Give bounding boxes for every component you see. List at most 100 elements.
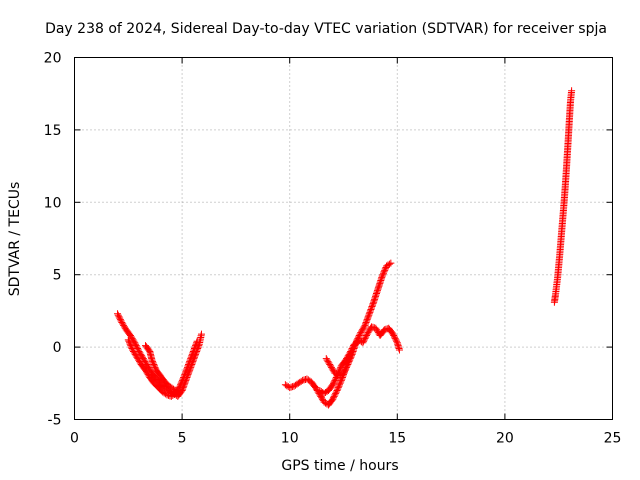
data-point: [328, 365, 336, 373]
plot-frame: [74, 57, 613, 420]
y-tick-label: 5: [53, 268, 62, 284]
data-point: [128, 345, 136, 353]
data-point: [132, 352, 140, 360]
data-point: [357, 329, 365, 337]
data-point: [387, 259, 395, 267]
data-point: [119, 320, 127, 328]
data-point: [393, 337, 401, 345]
data-point: [365, 327, 373, 335]
x-axis-label: GPS time / hours: [281, 458, 398, 474]
data-point: [356, 330, 364, 338]
data-point: [177, 381, 185, 389]
data-point: [332, 375, 340, 383]
data-point: [148, 356, 156, 364]
data-point: [359, 324, 367, 332]
data-point: [358, 326, 366, 334]
data-point: [162, 390, 170, 398]
data-point: [127, 342, 135, 350]
data-point: [359, 339, 367, 347]
data-point: [143, 369, 151, 377]
data-point: [181, 371, 189, 379]
data-point: [182, 368, 190, 376]
data-point: [568, 87, 576, 95]
data-point: [364, 329, 372, 337]
data-point: [128, 334, 136, 342]
data-point: [192, 340, 200, 348]
data-point: [134, 355, 142, 363]
data-point: [180, 374, 188, 382]
data-point: [172, 387, 180, 395]
data-point: [325, 359, 333, 367]
data-point: [192, 342, 200, 350]
data-point: [369, 301, 377, 309]
x-tick-label: 10: [281, 431, 299, 447]
data-point: [363, 316, 371, 324]
data-point: [129, 346, 137, 354]
data-point: [318, 394, 326, 402]
y-tick-label: 20: [44, 51, 62, 67]
data-point: [126, 340, 134, 348]
data-point: [318, 395, 326, 403]
data-point: [392, 336, 400, 344]
data-point: [187, 355, 195, 363]
data-point: [323, 356, 331, 364]
data-point: [188, 352, 196, 360]
data-point: [364, 313, 372, 321]
data-point: [151, 363, 159, 371]
data-point: [367, 304, 375, 312]
data-point: [354, 334, 362, 342]
axis-ticks: [74, 57, 613, 420]
data-point: [337, 378, 345, 386]
data-point: [176, 382, 184, 390]
data-point: [353, 336, 361, 344]
data-point: [379, 269, 387, 277]
data-point: [142, 366, 150, 374]
data-point: [330, 378, 338, 386]
data-point: [116, 316, 124, 324]
data-point: [347, 346, 355, 354]
data-point: [179, 375, 187, 383]
data-point: [360, 336, 368, 344]
data-point: [187, 353, 195, 361]
data-point: [363, 330, 371, 338]
data-point: [362, 318, 370, 326]
data-point: [317, 392, 325, 400]
data-point: [135, 356, 143, 364]
data-point: [180, 372, 188, 380]
data-point: [329, 379, 337, 387]
data-point: [362, 333, 370, 341]
y-tick-label: -5: [48, 413, 62, 429]
data-point: [114, 311, 122, 319]
data-point: [349, 343, 357, 351]
data-point: [177, 379, 185, 387]
data-point: [344, 352, 352, 360]
data-point: [334, 385, 342, 393]
data-point: [332, 388, 340, 396]
data-point: [360, 323, 368, 331]
data-point: [367, 305, 375, 313]
data-point: [332, 389, 340, 397]
data-point: [335, 368, 343, 376]
data-point: [126, 332, 134, 340]
data-point: [145, 363, 153, 371]
data-point: [178, 376, 186, 384]
data-point: [115, 313, 123, 321]
data-point: [336, 366, 344, 374]
y-tick-label: 15: [44, 123, 62, 139]
data-point: [361, 334, 369, 342]
data-point: [120, 323, 128, 331]
data-point: [358, 327, 366, 335]
data-point: [334, 371, 342, 379]
data-point: [297, 377, 305, 385]
data-point: [350, 340, 358, 348]
data-point: [331, 391, 339, 399]
data-point: [120, 321, 128, 329]
data-point: [342, 356, 350, 364]
data-point: [197, 330, 205, 338]
data-point: [374, 327, 382, 335]
data-point: [360, 337, 368, 345]
x-tick-label: 0: [70, 431, 79, 447]
data-point: [327, 363, 335, 371]
data-point: [133, 353, 141, 361]
